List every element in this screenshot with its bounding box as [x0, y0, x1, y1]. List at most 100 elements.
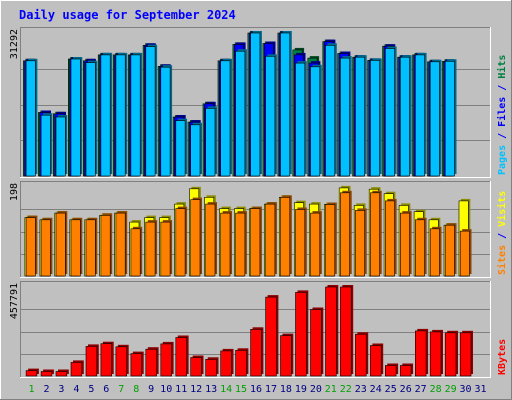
scale-label: 198	[9, 183, 20, 201]
bar-sites	[310, 212, 321, 277]
bar-kbytes	[265, 296, 277, 377]
bar-kbytes	[40, 371, 53, 377]
bar-sites	[429, 228, 440, 277]
day-labels: 1 2 3 4 5 6 7 8 9 10 11 12 13 14 15 16 17 18 19 20 21 22 23 24 2…	[28, 384, 486, 395]
scale-label: 31292	[9, 29, 20, 59]
bar-pages	[115, 54, 126, 177]
bar-pages	[145, 46, 156, 177]
bar-kbytes	[205, 358, 217, 377]
axis-label-part: KBytes	[497, 339, 508, 375]
bar-kbytes	[175, 337, 187, 377]
bar-sites	[370, 192, 380, 277]
bar-kbytes	[85, 346, 98, 377]
bar-kbytes	[250, 328, 262, 377]
bar-sites	[55, 212, 66, 277]
bar-sites	[220, 212, 231, 277]
bar-pages	[25, 60, 36, 177]
day-label: 17	[265, 384, 277, 395]
day-label: 19	[295, 384, 307, 395]
bar-kbytes	[70, 362, 83, 377]
bar-pages	[70, 58, 81, 177]
bar-pages	[325, 44, 336, 177]
day-label: 20	[310, 384, 322, 395]
bar-kbytes	[310, 309, 322, 377]
bar-pages	[340, 57, 350, 177]
bar-pages	[295, 62, 306, 177]
day-label: 15	[235, 384, 247, 395]
axis-label-part: Sites	[496, 245, 508, 275]
day-label: 28	[430, 384, 442, 395]
bar-kbytes	[444, 332, 457, 377]
day-label: 12	[190, 384, 202, 395]
bar-kbytes	[429, 331, 442, 377]
day-label: 25	[385, 384, 397, 395]
bar-pages	[85, 62, 96, 177]
bar-kbytes	[115, 346, 128, 377]
bar-kbytes	[325, 286, 337, 377]
axis-label-part: Hits	[496, 55, 508, 79]
bar-sites	[115, 212, 126, 277]
day-label: 5	[88, 384, 94, 395]
bar-pages	[55, 116, 66, 177]
axis-label-part: /	[497, 79, 508, 97]
day-label: 14	[220, 384, 232, 395]
panel-visits_sites: 198 Sites / Visits	[9, 181, 508, 278]
axis-label-part: /	[497, 227, 508, 245]
day-label: 27	[415, 384, 427, 395]
bar-sites	[355, 210, 365, 277]
bar-kbytes	[190, 357, 202, 377]
bar-pages	[100, 54, 111, 177]
bar-kbytes	[280, 335, 292, 377]
bar-kbytes	[235, 349, 247, 377]
bar-sites	[40, 219, 51, 277]
day-label: 10	[160, 384, 172, 395]
bar-sites	[100, 215, 111, 277]
bar-sites	[414, 219, 425, 277]
day-label: 4	[73, 384, 79, 395]
bar-pages	[40, 114, 51, 177]
day-label: 11	[175, 384, 187, 395]
bar-pages	[414, 54, 425, 177]
day-label: 7	[118, 384, 124, 395]
axis-label: Sites / Visits	[496, 191, 508, 275]
day-label: 16	[250, 384, 262, 395]
axis-label-part: Pages	[497, 145, 508, 175]
bar-sites	[145, 221, 156, 277]
day-label: 1	[28, 384, 34, 395]
bar-kbytes	[130, 353, 142, 377]
bar-sites	[399, 212, 410, 277]
bar-sites	[459, 230, 470, 277]
axis-label: KBytes	[497, 339, 508, 375]
bar-kbytes	[160, 343, 172, 377]
day-label: 21	[325, 384, 337, 395]
bar-pages	[265, 55, 276, 177]
bar-kbytes	[459, 332, 472, 377]
bar-sites	[250, 208, 261, 277]
day-label: 18	[280, 384, 292, 395]
bar-kbytes	[220, 350, 232, 377]
chart-title: Daily usage for September 2024	[19, 8, 236, 22]
bar-sites	[130, 228, 141, 277]
bar-sites	[205, 203, 216, 277]
bar-pages	[384, 48, 395, 177]
day-label: 30	[459, 384, 471, 395]
bar-sites	[175, 208, 186, 277]
chart-panels: 31292 Pages / Files / Hits 198 Sites / Visi…	[9, 27, 508, 378]
day-label: 8	[133, 384, 139, 395]
axis-label: Pages / Files / Hits	[496, 55, 508, 175]
bar-pages	[220, 60, 231, 177]
bar-pages	[175, 120, 186, 177]
axis-label-part: Visits	[496, 191, 508, 227]
bar-pages	[235, 50, 246, 177]
bar-pages	[444, 60, 455, 177]
bar-sites	[190, 199, 201, 277]
day-label: 26	[400, 384, 412, 395]
bar-sites	[235, 212, 246, 277]
bar-sites	[280, 197, 291, 277]
bar-kbytes	[55, 371, 68, 377]
bar-sites	[70, 219, 81, 277]
day-label: 24	[370, 384, 382, 395]
bar-sites	[85, 219, 96, 277]
day-label: 9	[148, 384, 154, 395]
bar-pages	[250, 32, 261, 177]
